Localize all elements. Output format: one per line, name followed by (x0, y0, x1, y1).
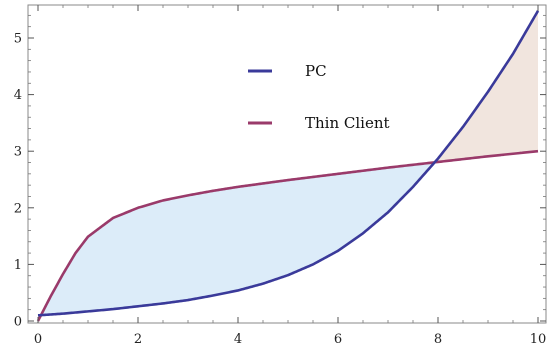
series-lines (36, 10, 540, 322)
x-tick-label: 4 (234, 332, 242, 347)
x-tick-label: 2 (134, 332, 142, 347)
legend-pc-label: PC (305, 62, 327, 80)
x-tick-label: 0 (34, 332, 42, 347)
y-tick-label: 3 (14, 145, 22, 160)
x-tick-label: 6 (334, 332, 342, 347)
region-pc-below (41, 162, 435, 316)
x-tick-label: 10 (530, 332, 547, 347)
axis-ticks: 0 2 4 6 8 10 0 1 2 3 4 5 (14, 5, 547, 347)
shaded-regions (38, 10, 538, 322)
y-tick-label: 4 (14, 88, 22, 103)
x-tick-label: 8 (434, 332, 442, 347)
series-line-thin-client (36, 149, 539, 322)
legend: PC Thin Client (248, 62, 390, 132)
y-tick-label: 5 (14, 32, 22, 47)
y-tick-label: 2 (14, 201, 22, 216)
series-line-pc (37, 10, 540, 317)
plot-frame (27, 4, 547, 324)
legend-thin-client-label: Thin Client (305, 114, 390, 132)
y-tick-label: 0 (14, 315, 22, 330)
y-tick-label: 1 (14, 258, 22, 273)
